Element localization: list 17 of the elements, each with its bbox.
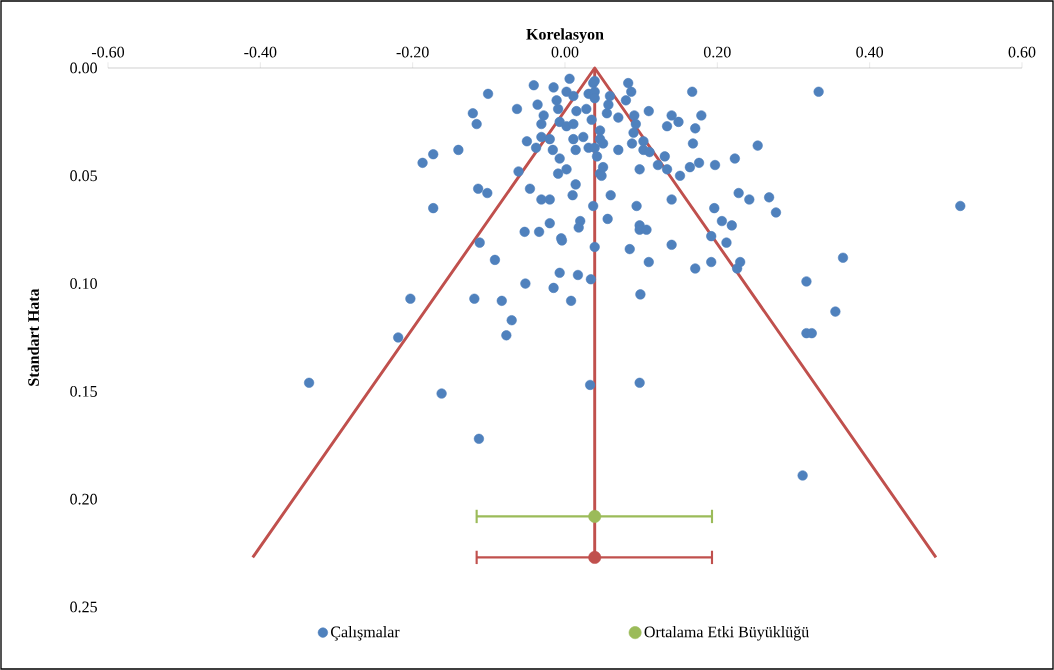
y-tick-label: 0.20 [70, 493, 97, 505]
x-tick-label: -0.40 [244, 46, 277, 58]
y-axis-title: Standart Hata [27, 288, 39, 386]
y-tick-label: 0.00 [70, 62, 97, 74]
x-tick-label: -0.60 [91, 46, 125, 58]
y-tick-label: 0.25 [70, 601, 97, 613]
legend-label: Ortalama Etki Büyüklüğü [644, 626, 809, 641]
y-tick-label: 0.15 [70, 385, 97, 397]
y-tick-label: 0.10 [70, 278, 97, 290]
legend-label: Çalışmalar [331, 626, 400, 641]
x-tick-label: 0.20 [703, 46, 731, 58]
x-tick-label: 0.60 [1008, 46, 1036, 58]
x-tick-label: 0.40 [856, 46, 884, 58]
y-tick-label: 0.05 [70, 170, 97, 182]
x-tick-label: 0.00 [551, 46, 579, 58]
x-tick-label: -0.20 [396, 46, 429, 58]
x-axis-title: Korelasyon [526, 28, 604, 43]
